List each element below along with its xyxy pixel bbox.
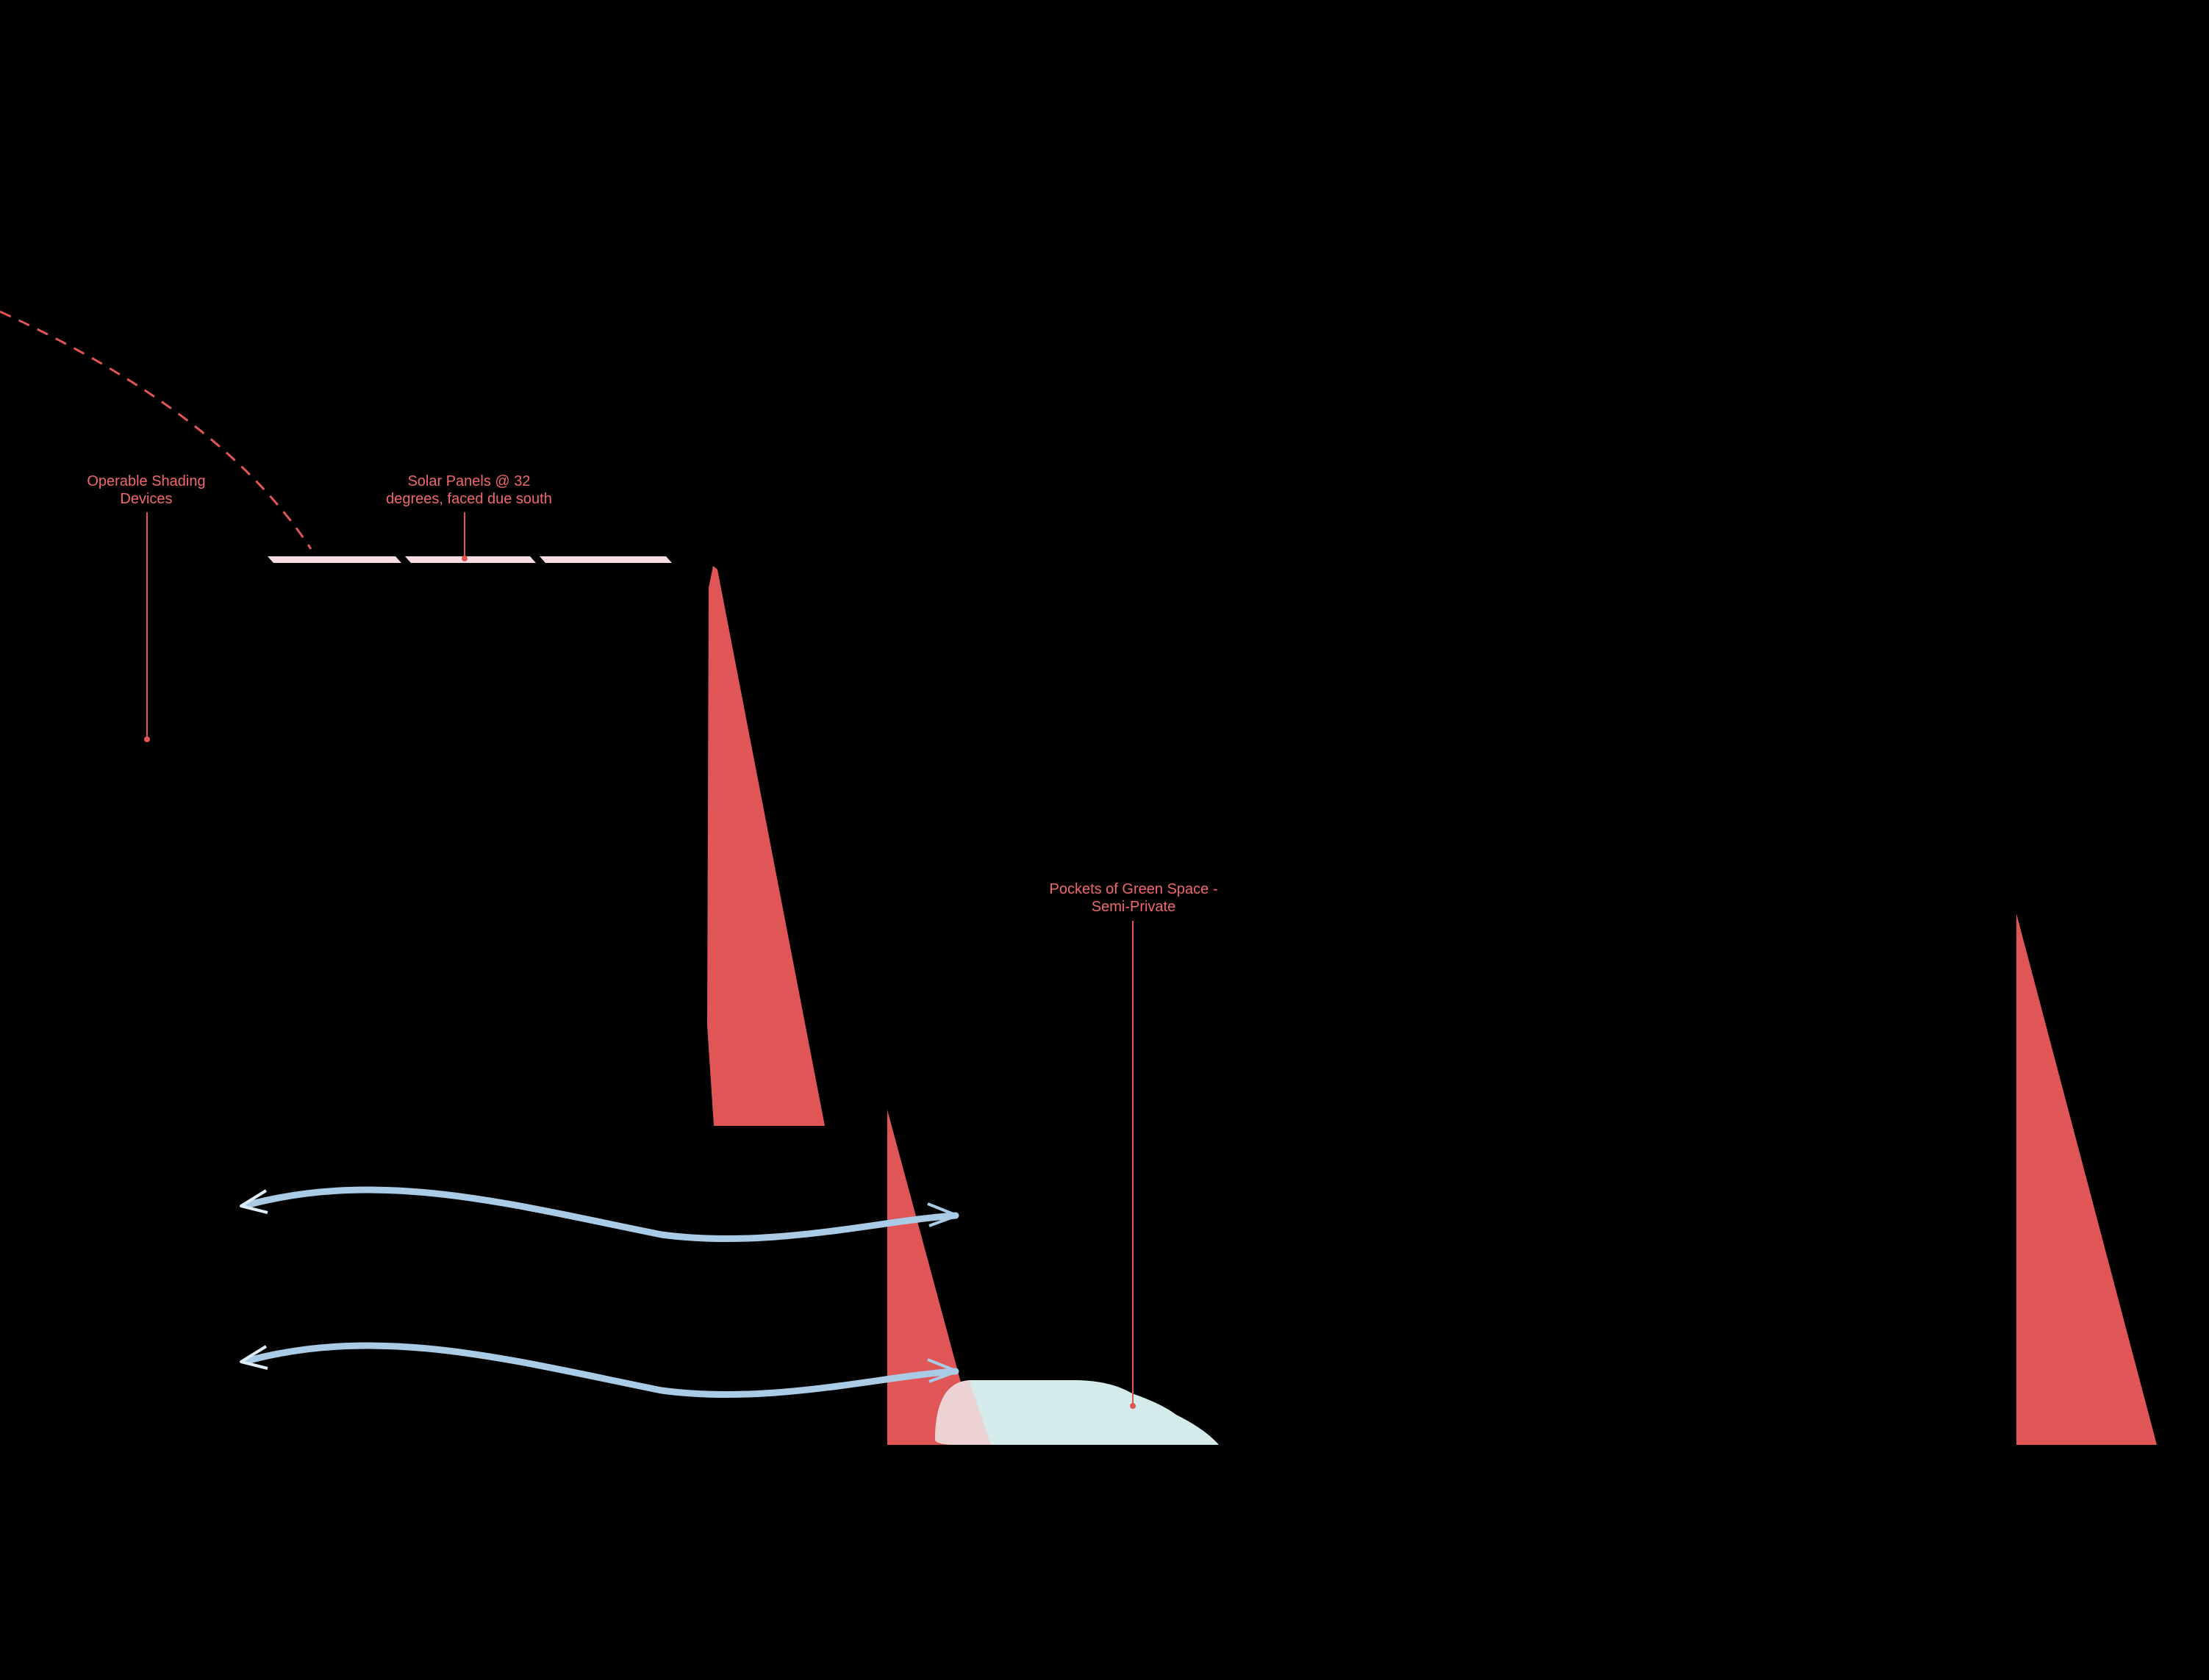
solar-panels	[268, 556, 672, 563]
light-wedge-upper	[707, 566, 825, 1126]
green-space-label: Pockets of Green Space - Semi-Private	[1023, 880, 1244, 916]
solar-leader-dot	[462, 556, 468, 561]
arrowhead-left-icon	[240, 1189, 268, 1214]
green-space-label-line2: Semi-Private	[1091, 899, 1176, 915]
solar-panel	[268, 556, 401, 563]
solar-panels-label-line2: degrees, faced due south	[386, 491, 552, 507]
green-space-overlap	[935, 1380, 991, 1445]
green-space-label-line1: Pockets of Green Space -	[1049, 881, 1218, 897]
green-space-blob	[935, 1380, 1219, 1445]
arrowhead-left-icon	[240, 1345, 268, 1370]
arrowhead-right-icon	[927, 1358, 959, 1383]
light-wedge-lower	[887, 1110, 978, 1445]
airflow-arrow-lower	[240, 1342, 959, 1399]
light-wedge-right	[2016, 913, 2157, 1445]
shading-devices-label-line2: Devices	[120, 491, 173, 507]
solar-panels-label: Solar Panels @ 32 degrees, faced due sou…	[373, 473, 565, 508]
airflow-arrow-upper	[240, 1186, 959, 1243]
shading-devices-label-line1: Operable Shading	[87, 473, 206, 489]
shading-leader-dot	[144, 736, 150, 742]
solar-panels-label-line1: Solar Panels @ 32	[407, 473, 531, 489]
green-leader-dot	[1130, 1403, 1136, 1409]
solar-panel	[540, 556, 672, 563]
sun-path-arc	[0, 310, 312, 550]
arrowhead-right-icon	[927, 1202, 959, 1227]
solar-panel	[405, 556, 536, 563]
shading-devices-label: Operable Shading Devices	[73, 473, 220, 508]
